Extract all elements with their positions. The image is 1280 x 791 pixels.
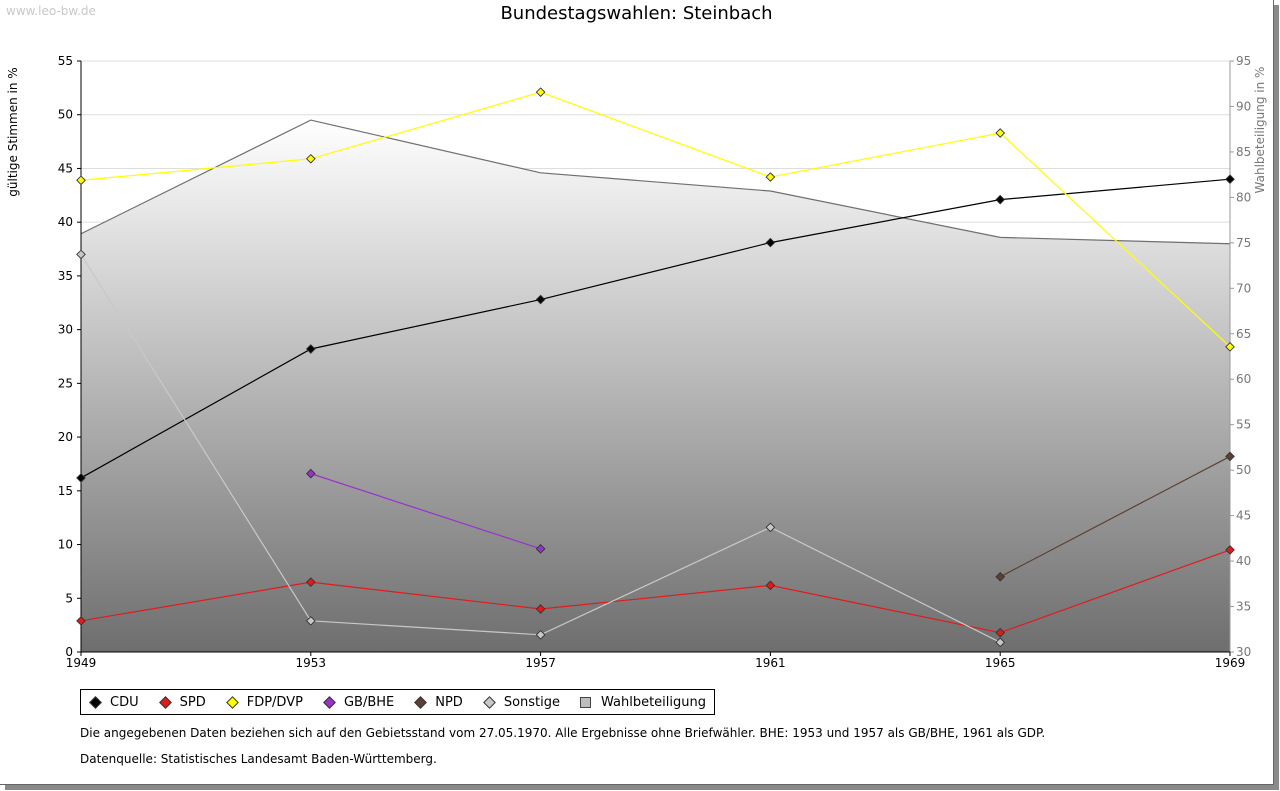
data-point-cdu bbox=[765, 237, 776, 248]
data-point-spd bbox=[765, 580, 776, 591]
legend-label: CDU bbox=[110, 694, 139, 710]
y-tick-label-right: 70 bbox=[1236, 281, 1251, 295]
data-point-fdp-dvp bbox=[765, 172, 776, 182]
series-line-spd bbox=[80, 549, 1231, 634]
data-source: Datenquelle: Statistisches Landesamt Bad… bbox=[80, 752, 437, 766]
legend-item: GB/BHE bbox=[321, 695, 394, 710]
data-point-cdu bbox=[305, 344, 316, 354]
y-tick-label-left: 25 bbox=[58, 376, 73, 390]
y-tick-label-left: 15 bbox=[58, 484, 73, 498]
data-point-gb-bhe bbox=[535, 544, 546, 554]
axes-layer: 0 5 10 15 20 25 30 35 40 45 50 55 30 35 40 45 50 55 60 65 70… bbox=[58, 54, 1252, 670]
data-point-fdp-dvp bbox=[995, 128, 1006, 138]
data-point-spd bbox=[305, 577, 316, 587]
data-point-cdu bbox=[535, 294, 546, 305]
series-line-cdu bbox=[80, 178, 1231, 479]
turnout-area-layer bbox=[80, 119, 1231, 653]
x-tick-label: 1953 bbox=[296, 656, 327, 670]
legend-label: Wahlbeteiligung bbox=[601, 694, 707, 710]
data-point-cdu bbox=[1225, 174, 1235, 185]
y-tick-label-right: 85 bbox=[1236, 145, 1251, 159]
y-tick-label-right: 95 bbox=[1236, 54, 1251, 68]
data-point-sonstige bbox=[76, 249, 86, 260]
data-point-spd bbox=[76, 616, 86, 626]
y-tick-label-right: 90 bbox=[1236, 99, 1251, 113]
y-tick-label-left: 20 bbox=[58, 430, 73, 444]
legend-label: GB/BHE bbox=[343, 694, 395, 710]
x-tick-label: 1957 bbox=[525, 656, 556, 670]
legend-label: NPD bbox=[435, 694, 463, 710]
y-tick-label-left: 10 bbox=[58, 538, 73, 552]
y-tick-label-left: 35 bbox=[58, 269, 73, 283]
legend-marker bbox=[323, 695, 336, 709]
series-lines-layer bbox=[80, 91, 1231, 643]
y-tick-label-right: 35 bbox=[1236, 600, 1251, 614]
data-point-fdp-dvp bbox=[1225, 341, 1235, 352]
y-tick-label-right: 40 bbox=[1236, 554, 1251, 568]
legend-label: Sonstige bbox=[503, 694, 560, 710]
data-point-fdp-dvp bbox=[535, 87, 546, 97]
y-axis-label-right: Wahlbeteiligung in % bbox=[1253, 67, 1267, 194]
data-point-sonstige bbox=[765, 522, 776, 533]
legend-label: SPD bbox=[179, 694, 206, 710]
y-tick-label-right: 75 bbox=[1236, 236, 1251, 250]
chart-title: Bundestagswahlen: Steinbach bbox=[500, 3, 773, 24]
y-tick-label-left: 40 bbox=[58, 215, 73, 229]
footnote: Die angegebenen Daten beziehen sich auf … bbox=[80, 726, 1046, 740]
y-tick-label-left: 50 bbox=[58, 108, 73, 122]
x-tick-label: 1969 bbox=[1215, 656, 1246, 670]
legend-marker bbox=[580, 696, 591, 708]
x-tick-label: 1949 bbox=[66, 656, 97, 670]
y-tick-label-right: 65 bbox=[1236, 327, 1251, 341]
series-points-layer bbox=[76, 87, 1235, 648]
y-tick-label-left: 45 bbox=[58, 161, 73, 175]
x-tick-label: 1965 bbox=[985, 656, 1016, 670]
legend-item: FDP/DVP bbox=[224, 695, 303, 710]
y-tick-label-right: 30 bbox=[1236, 645, 1251, 659]
data-point-spd bbox=[1225, 545, 1235, 555]
y-tick-label-left: 5 bbox=[65, 591, 73, 605]
data-point-cdu bbox=[995, 194, 1006, 205]
y-tick-label-right: 55 bbox=[1236, 418, 1251, 432]
data-point-sonstige bbox=[995, 637, 1006, 648]
y-tick-label-right: 80 bbox=[1236, 190, 1251, 204]
series-line-npd bbox=[999, 455, 1231, 578]
data-point-sonstige bbox=[305, 616, 316, 626]
legend-item: Wahlbeteiligung bbox=[578, 695, 706, 710]
legend-marker bbox=[414, 695, 428, 709]
y-tick-label-right: 60 bbox=[1236, 372, 1251, 386]
legend-item: Sonstige bbox=[481, 695, 560, 710]
y-tick-label-left: 55 bbox=[58, 54, 73, 68]
data-point-npd bbox=[1225, 451, 1235, 462]
legend-marker bbox=[158, 695, 172, 709]
legend-item: CDU bbox=[87, 695, 139, 710]
legend: CDU SPD FDP/DVP GB/BHE NPD Sonstige Wahlbeteil… bbox=[80, 689, 716, 715]
y-axis-label-left: gültige Stimmen in % bbox=[6, 67, 20, 196]
data-point-fdp-dvp bbox=[305, 153, 316, 164]
legend-marker bbox=[89, 695, 102, 709]
y-tick-label-left: 0 bbox=[65, 645, 73, 659]
data-point-sonstige bbox=[535, 629, 546, 640]
data-point-spd bbox=[535, 604, 546, 614]
data-point-spd bbox=[995, 627, 1006, 638]
y-tick-label-left: 30 bbox=[58, 323, 73, 337]
legend-label: FDP/DVP bbox=[246, 694, 303, 710]
data-point-cdu bbox=[76, 473, 86, 483]
legend-item: NPD bbox=[412, 695, 463, 710]
data-point-npd bbox=[995, 571, 1006, 582]
legend-marker bbox=[225, 695, 239, 709]
legend-marker bbox=[482, 695, 496, 709]
x-tick-label: 1961 bbox=[755, 656, 786, 670]
y-tick-label-right: 50 bbox=[1236, 463, 1251, 477]
series-line-gb-bhe bbox=[310, 473, 541, 550]
legend-item: SPD bbox=[157, 695, 206, 710]
y-tick-label-right: 45 bbox=[1236, 509, 1251, 523]
turnout-area bbox=[81, 120, 1230, 653]
data-point-fdp-dvp bbox=[76, 175, 86, 186]
watermark: www.leo-bw.de bbox=[6, 4, 96, 18]
data-point-gb-bhe bbox=[305, 468, 316, 479]
series-line-fdp-dvp bbox=[80, 91, 1231, 348]
turnout-line bbox=[80, 119, 1231, 245]
